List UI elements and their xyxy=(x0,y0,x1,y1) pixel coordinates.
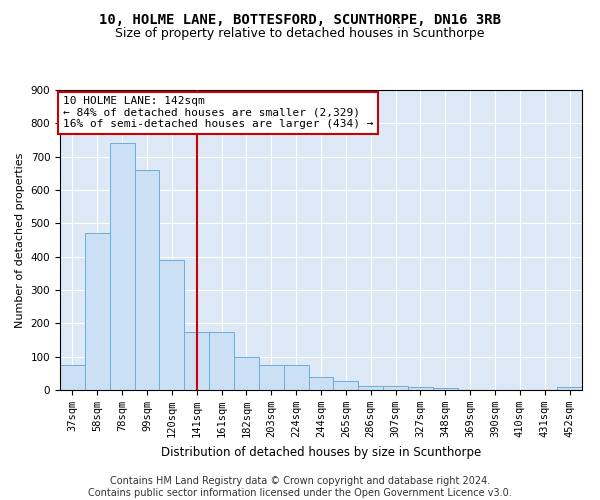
Bar xyxy=(234,356,259,390)
Text: 10, HOLME LANE, BOTTESFORD, SCUNTHORPE, DN16 3RB: 10, HOLME LANE, BOTTESFORD, SCUNTHORPE, … xyxy=(99,12,501,26)
Bar xyxy=(85,234,110,390)
Bar xyxy=(134,170,160,390)
Y-axis label: Number of detached properties: Number of detached properties xyxy=(15,152,25,328)
Bar xyxy=(408,388,433,390)
Bar xyxy=(557,388,582,390)
Bar xyxy=(284,365,308,390)
Text: 10 HOLME LANE: 142sqm
← 84% of detached houses are smaller (2,329)
16% of semi-d: 10 HOLME LANE: 142sqm ← 84% of detached … xyxy=(62,96,373,129)
Bar xyxy=(60,365,85,390)
Bar xyxy=(433,388,458,390)
Bar xyxy=(209,332,234,390)
Bar xyxy=(259,365,284,390)
Bar xyxy=(110,144,134,390)
Bar xyxy=(160,260,184,390)
Bar xyxy=(383,386,408,390)
Bar xyxy=(358,386,383,390)
Text: Contains HM Land Registry data © Crown copyright and database right 2024.
Contai: Contains HM Land Registry data © Crown c… xyxy=(88,476,512,498)
Text: Size of property relative to detached houses in Scunthorpe: Size of property relative to detached ho… xyxy=(115,28,485,40)
Bar xyxy=(334,380,358,390)
X-axis label: Distribution of detached houses by size in Scunthorpe: Distribution of detached houses by size … xyxy=(161,446,481,458)
Bar xyxy=(308,376,334,390)
Bar xyxy=(184,332,209,390)
